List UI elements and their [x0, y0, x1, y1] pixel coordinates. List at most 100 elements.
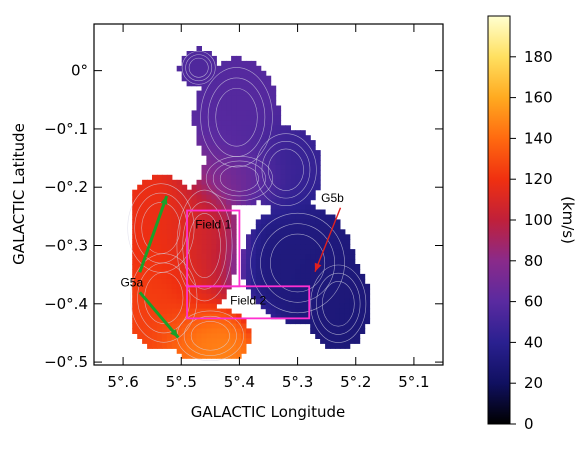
map-pixel: [359, 318, 366, 325]
map-pixel: [171, 204, 178, 211]
map-pixel: [226, 179, 232, 186]
map-pixel: [201, 273, 207, 280]
map-pixel: [152, 179, 158, 186]
map-pixel: [275, 150, 282, 156]
map-pixel: [211, 293, 217, 300]
map-pixel: [315, 224, 321, 230]
map-pixel: [339, 343, 346, 349]
map-pixel: [236, 313, 242, 320]
map-pixel: [270, 269, 277, 275]
map-pixel: [270, 164, 277, 171]
map-pixel: [330, 303, 336, 310]
map-pixel: [181, 278, 188, 285]
map-pixel: [320, 283, 326, 290]
map-pixel: [216, 259, 222, 265]
map-pixel: [196, 199, 202, 206]
map-pixel: [206, 90, 212, 97]
map-pixel: [315, 273, 321, 280]
map-pixel: [142, 269, 148, 275]
x-tick-label: 5°.3: [282, 373, 313, 391]
map-pixel: [325, 249, 331, 255]
map-pixel: [260, 110, 267, 116]
map-pixel: [285, 288, 291, 295]
map-pixel: [241, 145, 247, 151]
map-pixel: [206, 333, 212, 339]
map-pixel: [339, 244, 346, 250]
map-pixel: [157, 259, 163, 265]
map-pixel: [359, 308, 366, 315]
map-pixel: [206, 204, 212, 211]
map-pixel: [201, 249, 207, 255]
map-pixel: [260, 140, 267, 146]
map-pixel: [147, 234, 153, 240]
map-pixel: [176, 189, 183, 196]
map-pixel: [226, 189, 232, 196]
map-pixel: [250, 90, 257, 97]
map-pixel: [166, 278, 173, 285]
map-pixel: [325, 303, 331, 310]
map-pixel: [300, 135, 306, 141]
map-pixel: [231, 244, 237, 250]
map-pixel: [191, 298, 198, 305]
annotation-arrow: [138, 291, 180, 339]
map-pixel: [221, 60, 227, 67]
map-pixel: [137, 259, 143, 265]
map-pixel: [250, 179, 257, 186]
map-pixel: [255, 184, 262, 191]
contour-line: [260, 223, 335, 303]
map-pixel: [166, 313, 173, 320]
map-pixel: [241, 318, 247, 325]
map-pixel: [142, 209, 148, 216]
map-pixel: [211, 115, 217, 121]
map-pixel: [181, 303, 188, 310]
map-pixel: [265, 273, 272, 280]
map-pixel: [211, 343, 217, 349]
map-pixel: [246, 328, 252, 334]
map-pixel: [241, 95, 247, 102]
map-pixel: [315, 234, 321, 240]
map-pixel: [325, 234, 331, 240]
map-pixel: [221, 348, 227, 354]
map-pixel: [275, 308, 282, 315]
map-pixel: [201, 135, 207, 141]
map-pixel: [349, 328, 356, 334]
map-pixel: [166, 303, 173, 310]
map-pixel: [181, 70, 188, 77]
map-pixel: [339, 283, 346, 290]
map-pixel: [290, 308, 296, 315]
map-pixel: [260, 269, 267, 275]
map-pixel: [315, 239, 321, 245]
map-pixel: [260, 288, 267, 295]
map-pixel: [236, 338, 242, 344]
map-pixel: [132, 209, 138, 216]
map-pixel: [330, 249, 336, 255]
map-pixel: [166, 174, 173, 181]
map-pixel: [231, 160, 237, 166]
map-pixel: [171, 278, 178, 285]
map-pixel: [206, 70, 212, 77]
map-pixel: [201, 120, 207, 126]
map-pixel: [132, 259, 138, 265]
map-pixel: [335, 229, 341, 235]
map-pixel: [166, 328, 173, 334]
contour-line: [188, 57, 209, 78]
map-pixel: [191, 214, 198, 221]
map-pixel: [246, 115, 252, 121]
map-pixel: [280, 174, 287, 181]
map-pixel: [161, 224, 168, 230]
map-pixel: [196, 130, 202, 136]
map-pixel: [171, 283, 178, 290]
map-pixel: [196, 333, 202, 339]
map-pixel: [147, 229, 153, 235]
map-pixel: [166, 194, 173, 201]
map-pixel: [320, 318, 326, 325]
contour-line: [188, 213, 221, 278]
map-pixel: [305, 278, 311, 285]
map-pixel: [137, 209, 143, 216]
contour-line: [181, 50, 216, 85]
map-pixel: [320, 303, 326, 310]
map-pixel: [226, 333, 232, 339]
map-pixel: [147, 199, 153, 206]
map-pixel: [221, 155, 227, 161]
map-pixel: [176, 244, 183, 250]
